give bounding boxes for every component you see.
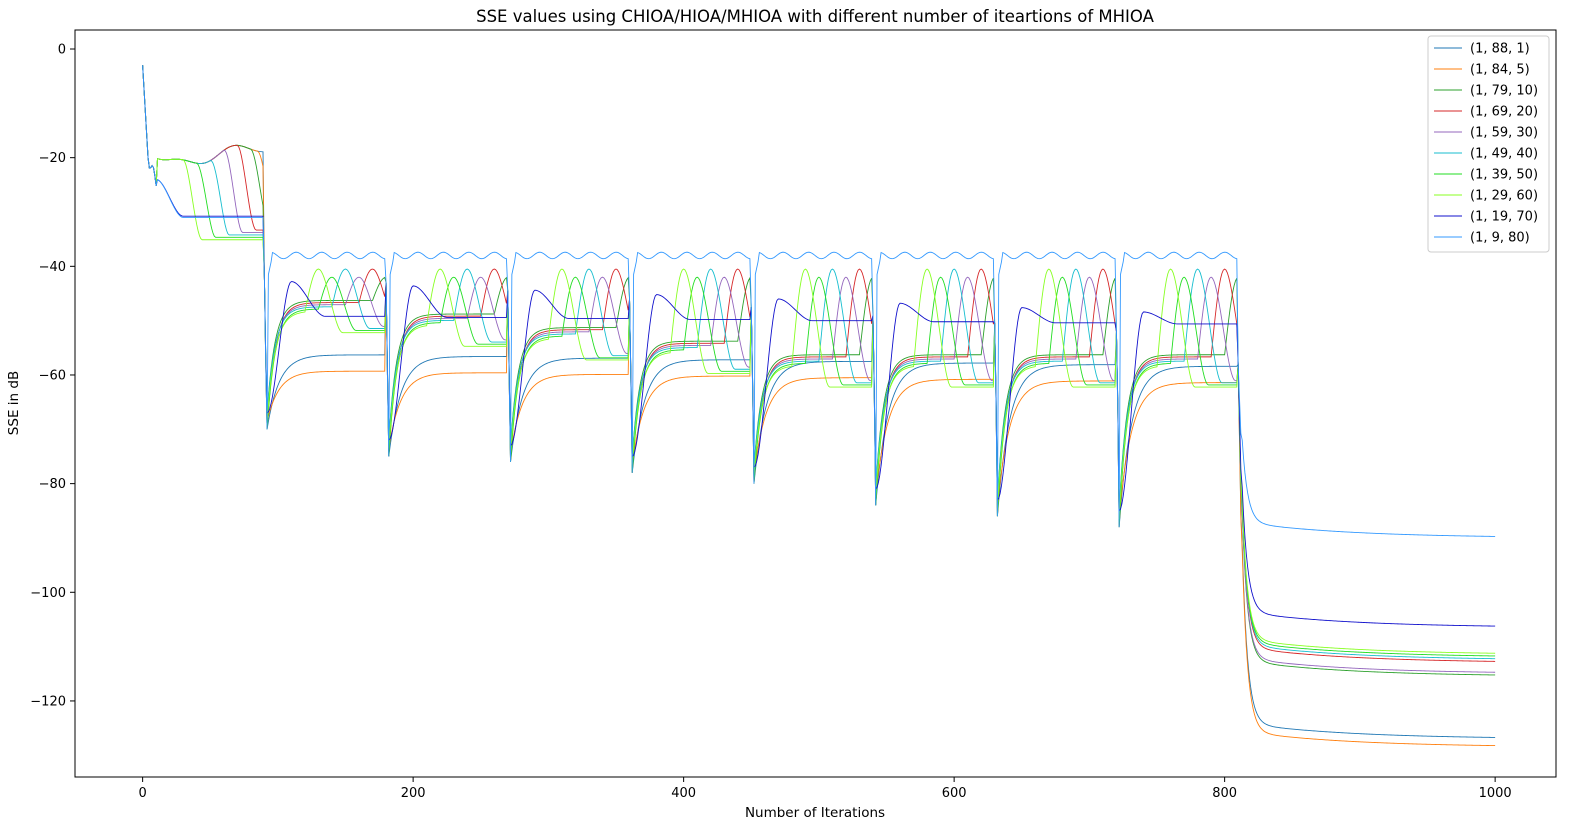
y-tick-label: 0 bbox=[58, 43, 66, 58]
legend-label: (1, 19, 70) bbox=[1470, 210, 1538, 225]
y-tick-label: −40 bbox=[39, 260, 66, 275]
legend-label: (1, 29, 60) bbox=[1470, 189, 1538, 204]
series-line bbox=[142, 65, 1496, 738]
y-axis-label: SSE in dB bbox=[6, 371, 22, 435]
series-line bbox=[142, 65, 1496, 673]
axes-frame bbox=[74, 29, 1557, 778]
x-axis-label: Number of Iterations bbox=[745, 805, 885, 821]
x-tick-label: 400 bbox=[671, 786, 696, 801]
legend-label: (1, 9, 80) bbox=[1470, 231, 1530, 246]
series-layer bbox=[142, 65, 1496, 747]
legend-label: (1, 88, 1) bbox=[1470, 42, 1530, 57]
series-line bbox=[142, 65, 1496, 747]
x-tick-label: 200 bbox=[401, 786, 426, 801]
x-tick-label: 800 bbox=[1212, 786, 1237, 801]
legend-label: (1, 79, 10) bbox=[1470, 84, 1538, 99]
series-line bbox=[142, 65, 1496, 537]
y-tick-label: −20 bbox=[39, 151, 66, 166]
series-line bbox=[142, 65, 1496, 657]
x-tick-label: 600 bbox=[942, 786, 967, 801]
y-tick-label: −120 bbox=[30, 694, 66, 709]
legend: (1, 88, 1) (1, 84, 5) (1, 79, 10) (1, 69, 2… bbox=[1427, 35, 1550, 253]
x-tick-label: 1000 bbox=[1479, 786, 1512, 801]
legend-label: (1, 84, 5) bbox=[1470, 63, 1530, 78]
x-tick-label: 0 bbox=[138, 786, 146, 801]
y-axis-ticks: 0 −20 −40 −60 −80 −100 −120 bbox=[30, 43, 75, 709]
legend-label: (1, 49, 40) bbox=[1470, 147, 1538, 162]
series-line bbox=[142, 65, 1496, 662]
series-line bbox=[142, 65, 1496, 627]
series-line bbox=[142, 65, 1496, 660]
y-tick-label: −60 bbox=[39, 368, 66, 383]
legend-label: (1, 39, 50) bbox=[1470, 168, 1538, 183]
legend-label: (1, 59, 30) bbox=[1470, 126, 1538, 141]
series-line bbox=[142, 65, 1496, 654]
y-tick-label: −100 bbox=[30, 586, 66, 601]
y-tick-label: −80 bbox=[39, 477, 66, 492]
x-axis-ticks: 0 200 400 600 800 1000 bbox=[138, 777, 1512, 801]
series-line bbox=[142, 65, 1496, 676]
legend-label: (1, 69, 20) bbox=[1470, 105, 1538, 120]
chart-title: SSE values using CHIOA/HIOA/MHIOA with d… bbox=[476, 7, 1155, 26]
